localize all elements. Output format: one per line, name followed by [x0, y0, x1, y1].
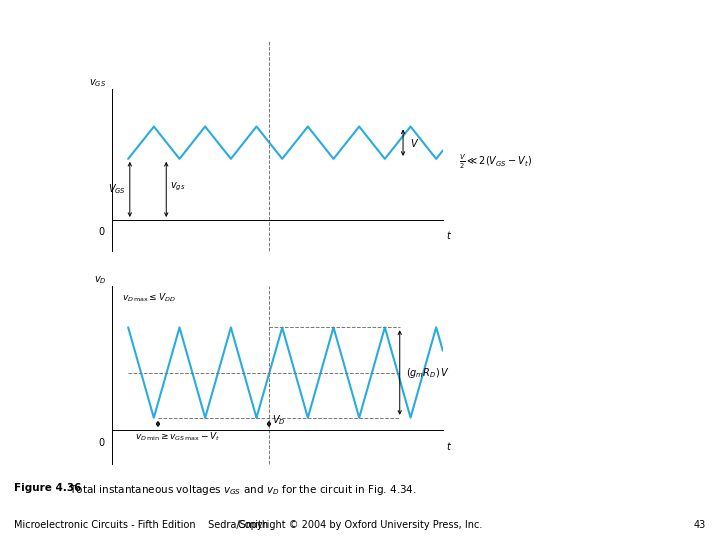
Text: $\frac{V}{2} \ll 2(V_{GS}-V_t)$: $\frac{V}{2} \ll 2(V_{GS}-V_t)$: [459, 153, 532, 171]
Text: $v_{D\,\mathrm{min}} \geq v_{GS\,\mathrm{max}} - V_t$: $v_{D\,\mathrm{min}} \geq v_{GS\,\mathrm…: [135, 430, 220, 443]
Text: $V$: $V$: [410, 137, 419, 148]
Text: 0: 0: [99, 438, 105, 448]
Text: $t$: $t$: [446, 440, 452, 452]
Text: $v_{D\,\mathrm{max}} \leq V_{DD}$: $v_{D\,\mathrm{max}} \leq V_{DD}$: [122, 292, 176, 304]
Text: Total instantaneous voltages $v_{GS}$ and $v_D$ for the circuit in Fig. 4.34.: Total instantaneous voltages $v_{GS}$ an…: [63, 483, 417, 497]
Text: 0: 0: [99, 227, 105, 238]
Text: $(g_m R_D)\,V$: $(g_m R_D)\,V$: [406, 366, 450, 380]
Text: 43: 43: [693, 520, 706, 530]
Text: Copyright © 2004 by Oxford University Press, Inc.: Copyright © 2004 by Oxford University Pr…: [238, 520, 482, 530]
Text: $v_{GS}$: $v_{GS}$: [89, 77, 107, 89]
Text: $t$: $t$: [446, 228, 452, 241]
Text: Microelectronic Circuits - Fifth Edition    Sedra/Smith: Microelectronic Circuits - Fifth Edition…: [14, 520, 269, 530]
Text: $V_D$: $V_D$: [272, 413, 286, 427]
Text: Figure 4.36: Figure 4.36: [14, 483, 82, 494]
Text: $v_{gs}$: $v_{gs}$: [170, 181, 185, 193]
Text: $v_D$: $v_D$: [94, 274, 107, 286]
Text: $V_{GS}$: $V_{GS}$: [109, 183, 127, 197]
